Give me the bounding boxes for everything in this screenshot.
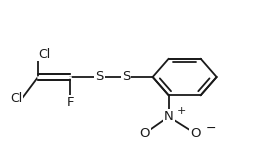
Text: F: F	[66, 96, 74, 109]
Text: O: O	[190, 127, 200, 140]
Text: S: S	[95, 71, 103, 83]
Text: −: −	[206, 122, 217, 135]
Text: O: O	[139, 127, 150, 140]
Text: Cl: Cl	[10, 92, 22, 105]
Text: S: S	[122, 71, 130, 83]
Text: +: +	[177, 106, 186, 116]
Text: N: N	[164, 110, 174, 123]
Text: Cl: Cl	[38, 48, 50, 61]
